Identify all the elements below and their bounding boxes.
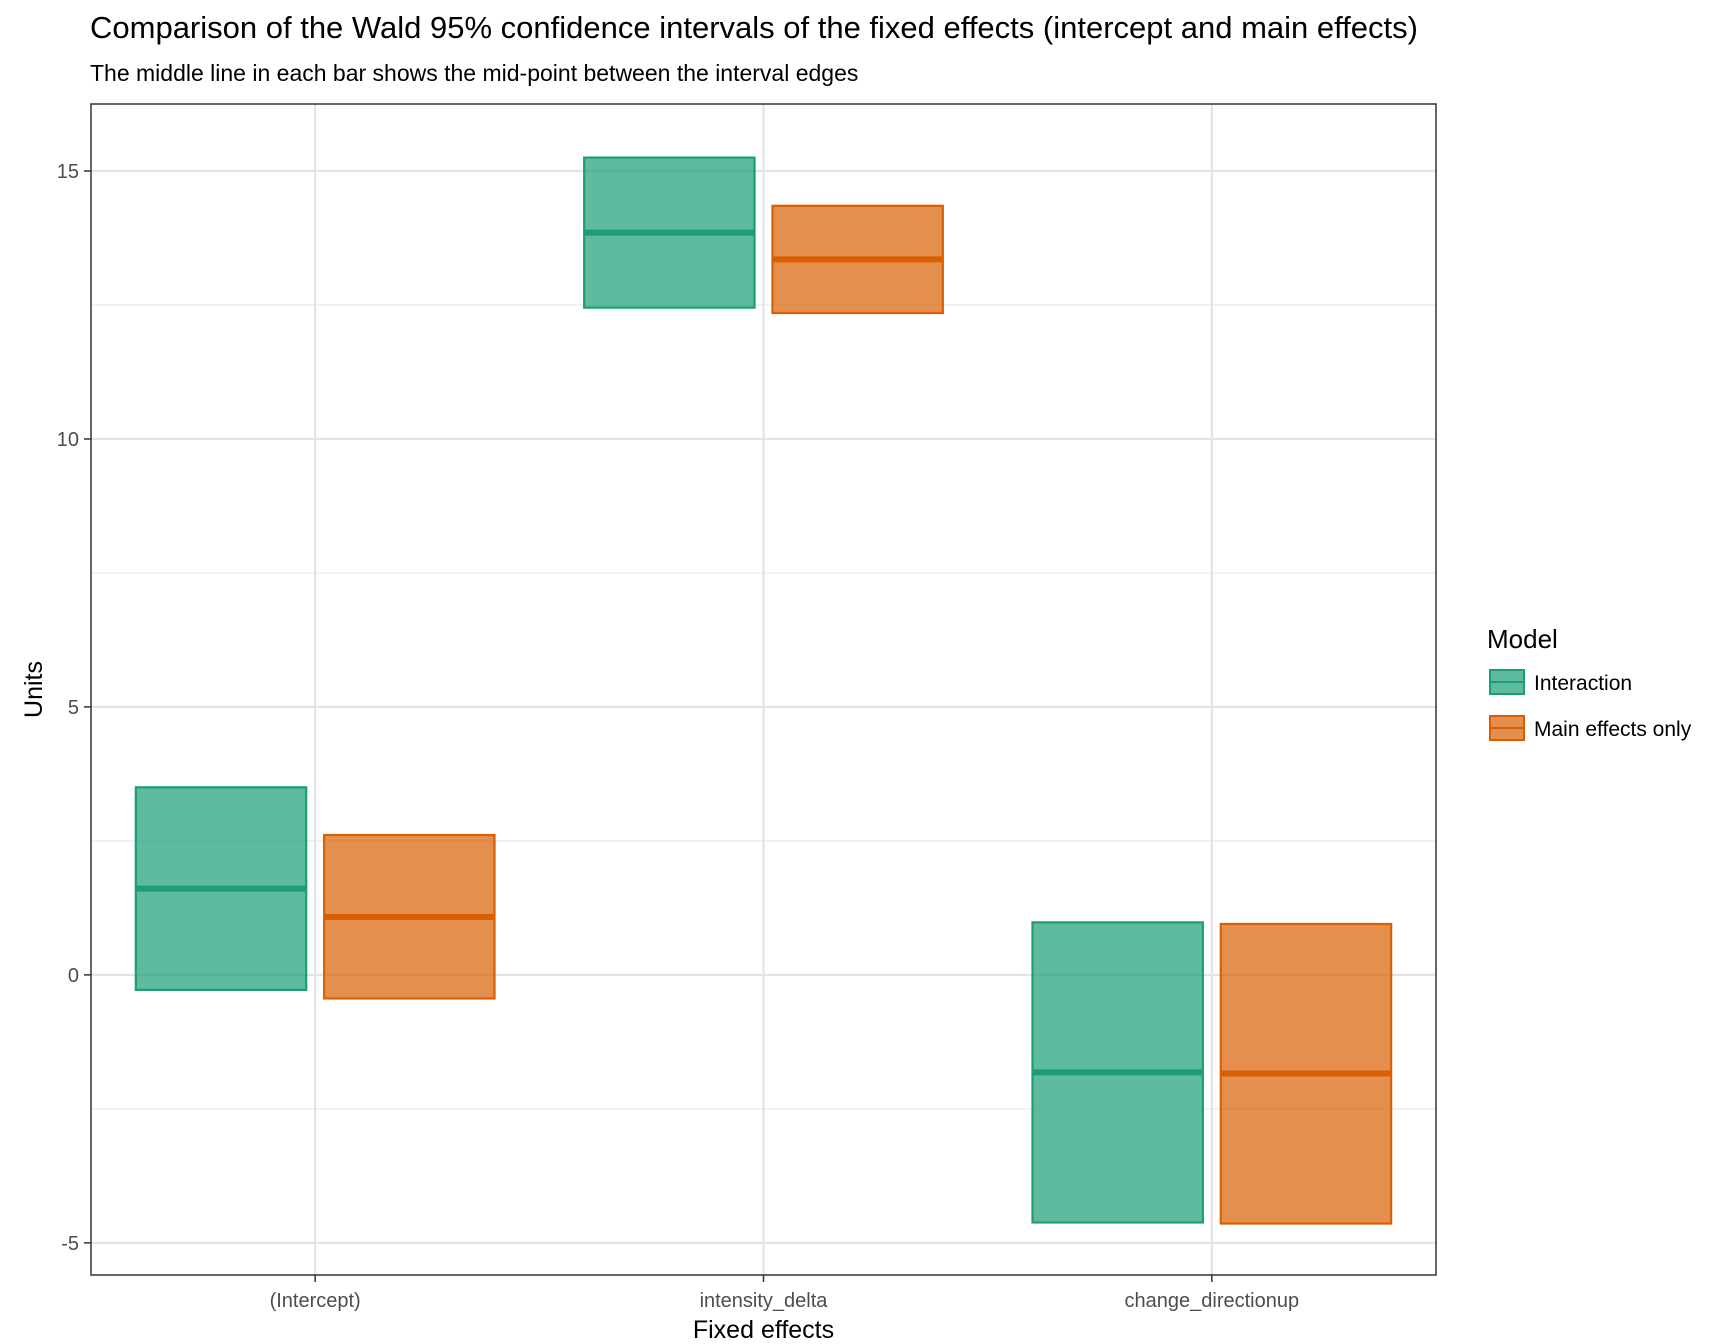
chart-title: Comparison of the Wald 95% confidence in… xyxy=(90,10,1418,45)
chart-subtitle: The middle line in each bar shows the mi… xyxy=(90,60,859,86)
y-tick-label: 0 xyxy=(68,965,79,987)
grid-layer xyxy=(91,104,1436,1275)
legend-label: Main effects only xyxy=(1534,718,1692,741)
y-tick-label: 15 xyxy=(57,161,79,183)
x-tick-label: intensity_delta xyxy=(700,1290,829,1312)
bars-layer xyxy=(134,156,1393,1225)
legend-title: Model xyxy=(1487,624,1558,654)
axes-layer: -5 0 5 10 15 (Intercept) intensity_delta change… xyxy=(57,161,1299,1312)
x-tick-label: change_directionup xyxy=(1125,1290,1300,1312)
y-tick-label: 5 xyxy=(68,697,79,719)
legend: Model Interaction Main effects only xyxy=(1487,624,1692,741)
x-tick-label: (Intercept) xyxy=(270,1290,361,1312)
x-axis-title: Fixed effects xyxy=(693,1316,834,1344)
y-tick-label: 10 xyxy=(57,429,79,451)
y-tick-label: -5 xyxy=(61,1233,79,1255)
y-axis-title: Units xyxy=(20,661,48,718)
legend-label: Interaction xyxy=(1534,672,1632,695)
